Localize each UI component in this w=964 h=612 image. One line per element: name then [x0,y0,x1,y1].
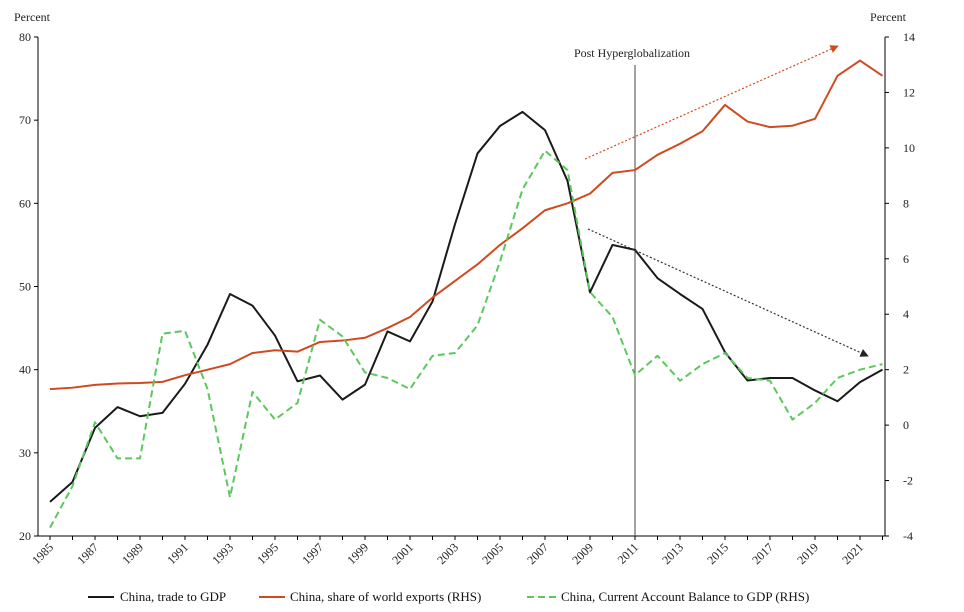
y-left-tick-label: 60 [19,196,31,210]
legend-label-current-account-balance: China, Current Account Balance to GDP (R… [561,589,809,604]
x-tick-label: 2015 [704,540,731,567]
series-line-share-of-world-exports [49,59,884,391]
y-left-tick-label: 40 [19,363,31,377]
x-tick-label: 1985 [29,540,56,567]
legend: China, trade to GDP China, share of worl… [88,589,809,604]
x-tick-label: 1997 [299,540,326,567]
series-line-current-account-balance [49,149,883,529]
y-right-tick-label: 12 [903,85,915,99]
y-left-tick-label: 30 [19,446,31,460]
x-tick-label: 2021 [839,540,866,567]
x-tick-label: 2011 [615,540,642,567]
y-left-tick-label: 20 [19,529,31,543]
y-right-tick-label: 10 [903,141,915,155]
x-tick-label: 2019 [794,540,821,567]
x-tick-label: 2001 [389,540,416,567]
x-tick-label: 2005 [479,540,506,567]
y-right-tick-label: -4 [903,529,913,543]
y-right-tick-label: 6 [903,252,909,266]
x-tick-label: 1989 [119,540,146,567]
x-tick-label: 1993 [209,540,236,567]
y-right-tick-label: 8 [903,196,909,210]
series-line-trade-to-gdp [49,110,883,503]
downward-trend-arrow [587,228,869,357]
x-tick-label: 2007 [524,540,551,567]
y-right-tick-label: 0 [903,418,909,432]
y-left-tick-label: 80 [19,30,31,44]
x-tick-label: 2003 [434,540,461,567]
x-tick-label: 2017 [749,540,776,567]
y-right-tick-label: 14 [903,30,915,44]
x-tick-label: 2013 [659,540,686,567]
legend-label-share-of-world-exports: China, share of world exports (RHS) [290,589,481,604]
x-tick-label: 1999 [344,540,371,567]
y-right-axis-label: Percent [870,10,907,24]
upward-trend-arrow [584,45,839,160]
post-hyperglobalization-label: Post Hyperglobalization [574,46,690,60]
y-left-tick-label: 70 [19,113,31,127]
x-tick-label: 2009 [569,540,596,567]
x-tick-label: 1995 [254,540,281,567]
x-tick-label: 1991 [164,540,191,567]
legend-label-trade-to-gdp: China, trade to GDP [120,589,226,604]
y-left-tick-label: 50 [19,280,31,294]
y-right-tick-label: 2 [903,363,909,377]
y-right-tick-label: -2 [903,474,913,488]
y-right-tick-label: 4 [903,307,909,321]
x-tick-label: 1987 [74,540,101,567]
y-left-axis-label: Percent [14,10,51,24]
